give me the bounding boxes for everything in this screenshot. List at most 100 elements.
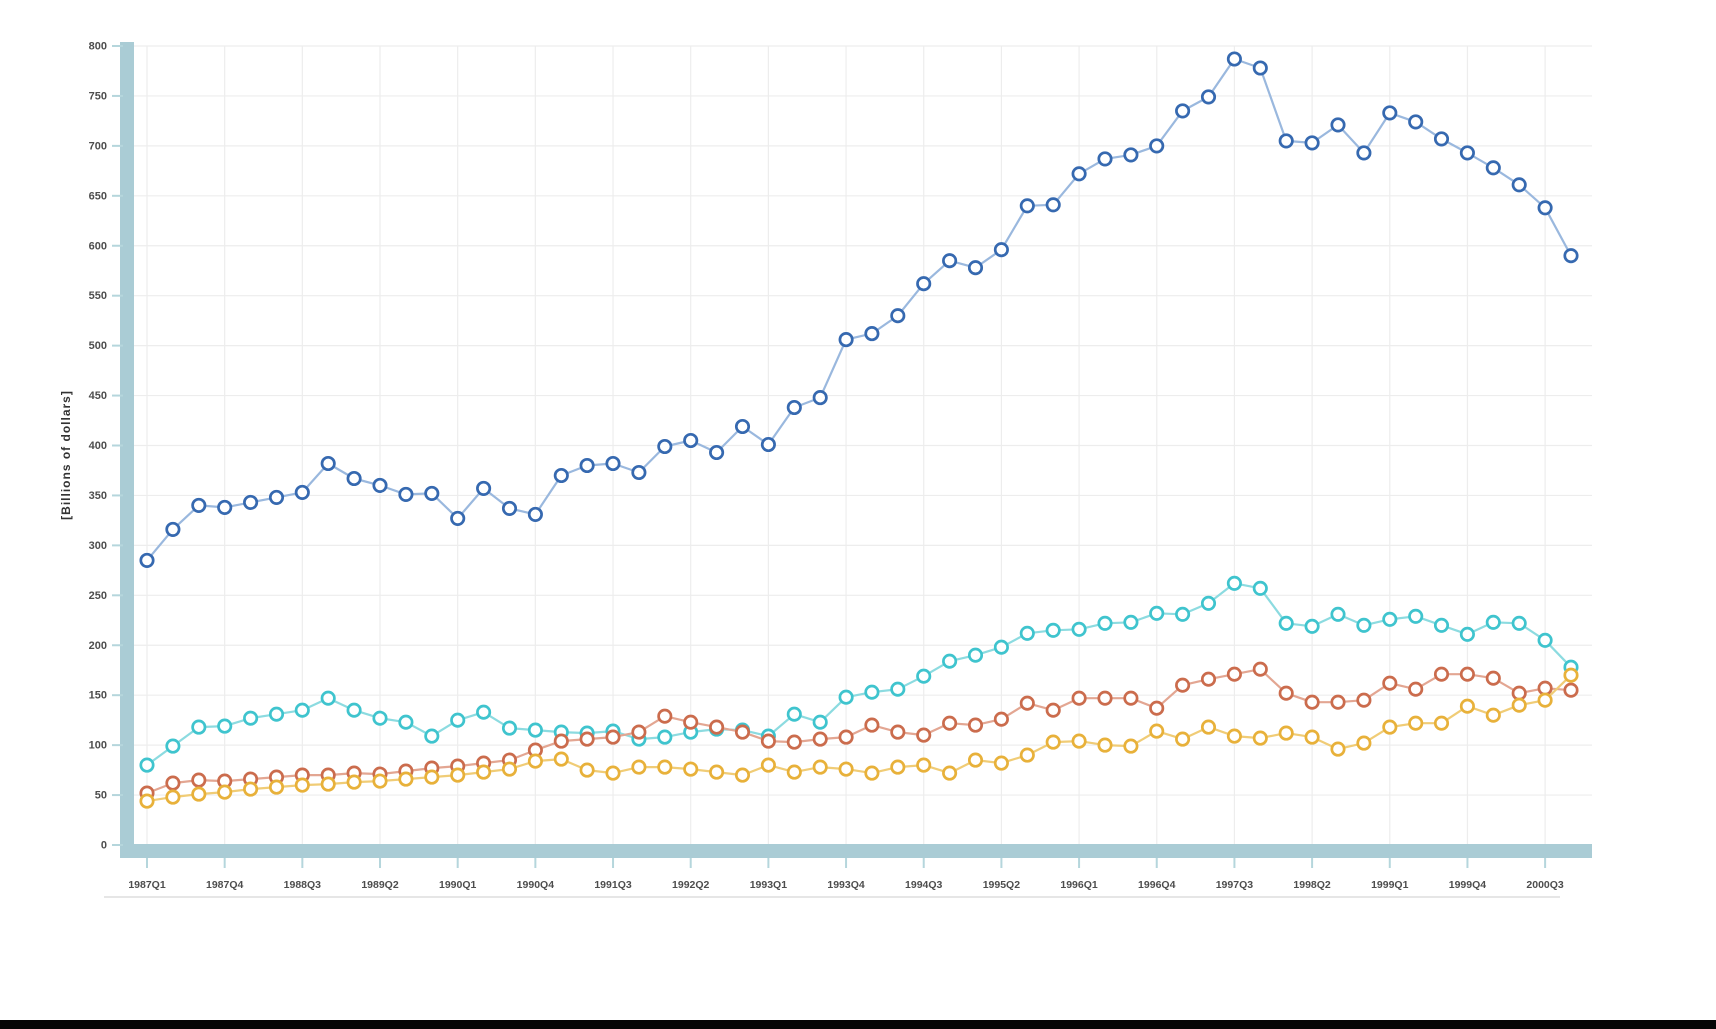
series-2-cyan-marker [1537,632,1553,648]
series-2-cyan-marker [1330,606,1346,622]
y-tick-label: 350 [89,490,107,502]
series-4-gold-marker [217,784,233,800]
series-4-gold-marker [993,755,1009,771]
series-1-dark-blue-marker [424,485,440,501]
series-4-gold-marker [1123,738,1139,754]
series-4-gold-marker [1097,737,1113,753]
series-4-gold-marker [1278,725,1294,741]
series-1-dark-blue-marker [346,470,362,487]
series-4-gold-marker [890,759,906,775]
series-1-dark-blue-marker [243,494,259,510]
series-2-cyan-marker [1149,605,1165,621]
series-4-gold-marker [657,759,673,775]
series-1-dark-blue-marker [916,276,932,292]
y-tick-label: 200 [89,640,107,652]
series-1-dark-blue-marker [1356,145,1372,161]
y-axis-title: [Billions of dollars] [59,390,73,520]
series-3-orange-marker [553,733,569,749]
series-4-gold-marker [1149,723,1165,739]
series-4-gold-marker [942,765,958,781]
series-2-cyan-marker [139,757,155,773]
x-tick-label: 1999Q1 [1371,879,1409,891]
y-tick-label: 700 [89,140,107,152]
series-2-cyan-marker [657,729,673,745]
series-4-gold-marker [864,765,880,781]
series-3-orange-marker [864,717,880,733]
series-3-orange-marker [1433,666,1450,682]
series-2-cyan-marker [243,710,259,726]
series-1-dark-blue-marker [864,326,880,342]
series-4-gold-marker [1408,715,1424,731]
x-tick-label: 1997Q3 [1216,879,1254,891]
series-3-orange-marker [683,714,699,730]
series-4-gold-marker [139,793,155,809]
series-1-dark-blue-marker [1123,147,1139,163]
y-tick-label: 600 [89,240,107,252]
series-3-orange-marker [916,727,932,743]
series-1-dark-blue-marker [1459,145,1475,161]
series-3-orange-marker [1382,675,1398,691]
series-4-gold-marker [527,753,543,769]
series-4-gold-marker [398,771,414,787]
series-3-orange-marker [1252,661,1268,677]
series-2-cyan-marker [346,702,362,718]
series-2-cyan-marker [1485,614,1501,630]
series-2-cyan-marker [268,706,285,722]
series-3-orange-marker [165,775,181,791]
series-4-gold-marker [838,761,854,777]
series-2-cyan-marker [1433,617,1450,633]
series-1-dark-blue-marker [372,477,388,493]
series-4-gold-marker [1459,698,1475,714]
series-1-dark-blue-marker [294,484,310,500]
series-3-orange-marker [709,719,725,735]
series-3-orange-marker [191,772,207,788]
series-3-orange-marker [1356,692,1372,708]
y-tick-label: 50 [95,790,107,802]
series-1-dark-blue-marker [1097,151,1113,167]
series-2-cyan-marker [1408,608,1424,624]
series-1-dark-blue-marker [734,418,751,435]
series-3-orange-marker [1097,690,1113,706]
series-3-orange-marker [1278,685,1294,701]
series-2-cyan-marker [1356,617,1372,633]
y-tick-label: 400 [89,440,107,452]
series-2-cyan-marker [217,718,233,734]
y-tick-label: 300 [89,540,107,552]
series-3-orange-marker [760,733,776,749]
series-1-dark-blue-marker [786,399,802,416]
series-2-cyan-marker [1226,575,1242,591]
bottom-edge-bar [0,1020,1716,1029]
y-tick-label: 0 [101,840,107,852]
series-1-dark-blue-marker [1252,60,1268,76]
series-2-cyan-marker [450,712,466,728]
series-3-orange-marker [1123,690,1139,706]
series-2-cyan-marker [967,647,984,663]
series-4-gold-marker [734,767,751,783]
series-1-dark-blue-marker [683,432,699,449]
series-4-gold-marker [346,774,362,790]
series-4-gold-marker [424,769,440,785]
series-2-cyan-marker [916,668,932,684]
series-4-gold-marker [1175,731,1191,747]
series-3-orange-marker [812,731,828,747]
series-2-cyan-marker [993,639,1009,655]
series-1-dark-blue-marker [398,486,414,502]
y-tick-label: 800 [89,41,107,53]
series-4-gold-marker [165,789,181,805]
x-tick-label: 1990Q1 [439,879,477,891]
series-4-gold-marker [268,779,285,795]
x-tick-label: 1994Q3 [905,879,943,891]
x-tick-label: 1987Q1 [128,879,166,891]
x-tick-label: 1989Q2 [361,879,399,891]
series-2-cyan-marker [890,681,906,697]
y-tick-label: 550 [89,290,107,302]
series-3-orange-marker [631,724,647,740]
series-3-orange-marker [1485,670,1501,686]
series-2-cyan-marker [1278,615,1294,631]
series-2-cyan-marker [424,728,440,744]
y-tick-label: 750 [89,90,107,102]
series-3-orange-marker [579,731,595,747]
x-tick-label: 1995Q2 [983,879,1021,891]
series-1-dark-blue-marker [1071,166,1087,182]
